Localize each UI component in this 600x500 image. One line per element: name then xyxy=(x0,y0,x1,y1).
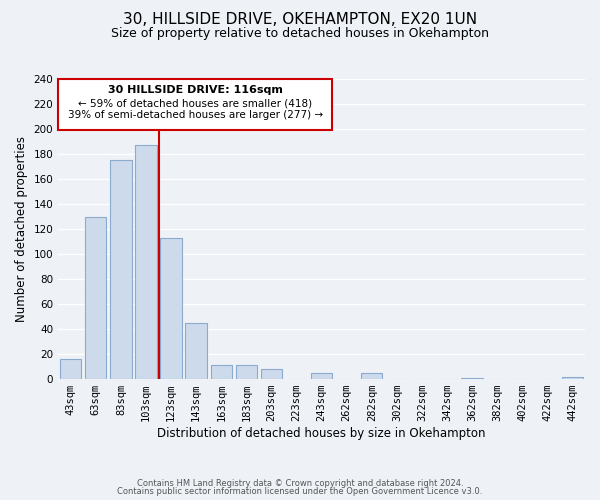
Bar xyxy=(110,160,131,379)
Text: 30 HILLSIDE DRIVE: 116sqm: 30 HILLSIDE DRIVE: 116sqm xyxy=(108,85,283,95)
Bar xyxy=(211,366,232,379)
Bar xyxy=(236,366,257,379)
Bar xyxy=(185,323,207,379)
Bar xyxy=(136,146,157,379)
Bar xyxy=(461,378,483,379)
X-axis label: Distribution of detached houses by size in Okehampton: Distribution of detached houses by size … xyxy=(157,427,486,440)
Bar xyxy=(261,369,282,379)
Text: 39% of semi-detached houses are larger (277) →: 39% of semi-detached houses are larger (… xyxy=(68,110,323,120)
Bar xyxy=(562,376,583,379)
Text: Contains public sector information licensed under the Open Government Licence v3: Contains public sector information licen… xyxy=(118,487,482,496)
Bar xyxy=(60,359,82,379)
Bar xyxy=(160,238,182,379)
Bar xyxy=(361,373,382,379)
Bar xyxy=(311,373,332,379)
Text: Contains HM Land Registry data © Crown copyright and database right 2024.: Contains HM Land Registry data © Crown c… xyxy=(137,478,463,488)
Y-axis label: Number of detached properties: Number of detached properties xyxy=(15,136,28,322)
Text: Size of property relative to detached houses in Okehampton: Size of property relative to detached ho… xyxy=(111,28,489,40)
Text: ← 59% of detached houses are smaller (418): ← 59% of detached houses are smaller (41… xyxy=(78,98,312,108)
Bar xyxy=(85,216,106,379)
Text: 30, HILLSIDE DRIVE, OKEHAMPTON, EX20 1UN: 30, HILLSIDE DRIVE, OKEHAMPTON, EX20 1UN xyxy=(123,12,477,28)
